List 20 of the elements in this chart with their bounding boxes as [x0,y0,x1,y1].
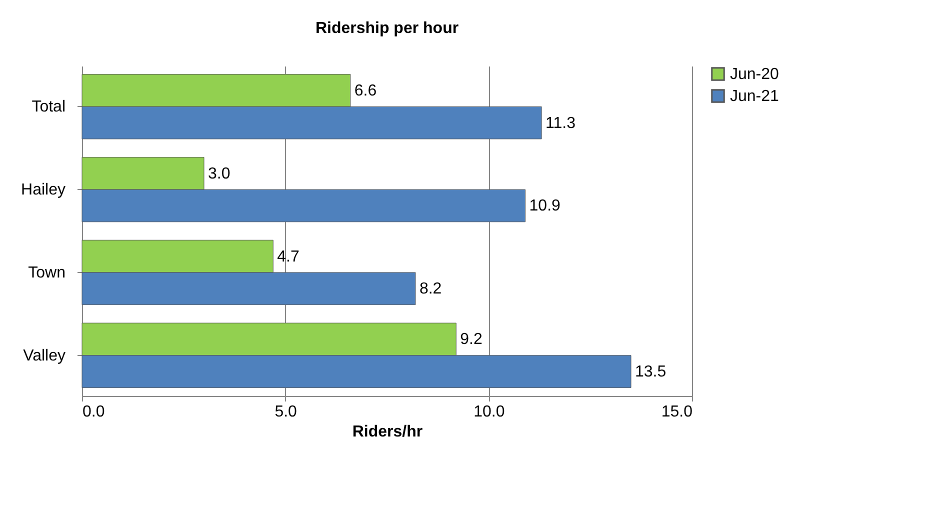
data-label: 8.2 [419,280,442,298]
y-tick-label: Hailey [21,182,66,199]
x-axis-title: Riders/hr [352,424,423,440]
y-tick-label: Town [28,264,66,282]
data-label: 6.6 [354,82,377,100]
legend-label: Jun-21 [730,88,780,105]
x-tick-label: 15.0 [661,404,693,420]
data-label: 13.5 [635,364,666,381]
data-label: 11.3 [546,114,576,132]
x-tick-label: 5.0 [274,404,298,420]
y-tick-label: Total [32,98,66,116]
data-label: 9.2 [460,331,482,348]
x-tick-label: 10.0 [474,404,505,420]
data-label: 3.0 [208,165,230,182]
chart-title: Ridership per hour [315,20,459,37]
data-label: 10.9 [529,198,561,215]
data-label: 4.7 [277,248,300,266]
x-tick-label: 0.0 [82,404,105,420]
y-tick-label: Valley [23,347,66,364]
legend-label: Jun-20 [730,66,780,83]
